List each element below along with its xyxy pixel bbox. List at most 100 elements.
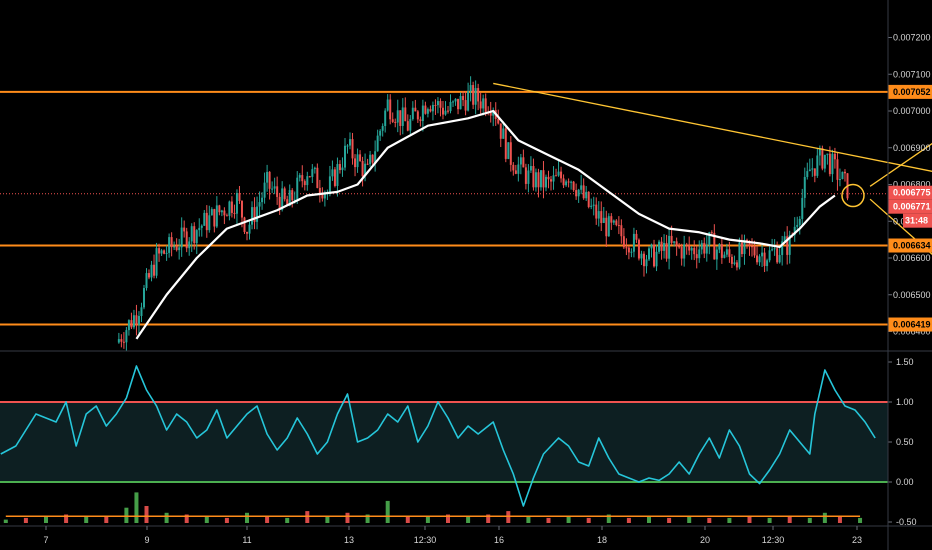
volume-bar	[647, 516, 651, 523]
candle-body	[683, 244, 686, 259]
candle-body	[391, 119, 394, 122]
candle-body	[137, 315, 140, 325]
projection-arrow-line[interactable]	[869, 198, 932, 324]
candle-body	[271, 188, 274, 190]
candle-body	[328, 176, 331, 193]
candle-body	[499, 123, 502, 139]
candle-body	[658, 241, 661, 252]
candle-body	[117, 339, 120, 343]
candle-body	[379, 130, 382, 136]
volume-bar	[134, 492, 139, 523]
price-pane[interactable]	[0, 76, 932, 351]
time-axis[interactable]: 7 9 11 13 12:30 16 18 20 12:30 23	[43, 526, 862, 545]
candle-body	[228, 201, 231, 216]
candle-body	[148, 273, 151, 278]
candle-body	[783, 236, 786, 242]
candle-body	[512, 164, 515, 171]
candle-body	[763, 252, 766, 267]
highlight-circle[interactable]	[841, 183, 865, 208]
candle-body	[813, 168, 816, 176]
level-price-tag	[888, 84, 932, 99]
candle-body	[748, 240, 751, 247]
candle-body	[346, 145, 349, 147]
candle-body	[816, 155, 819, 176]
volume-bar	[425, 516, 430, 523]
price-axis[interactable]: 0.007200 0.007100 0.007000 0.006900 0.006800…	[888, 33, 932, 337]
candle-body	[803, 176, 806, 198]
candle-body	[248, 224, 251, 234]
candle-body	[529, 166, 532, 171]
time-tick-label: 7	[43, 535, 48, 545]
volume-bar	[606, 514, 611, 523]
candle-body	[745, 239, 748, 241]
oscillator-pane[interactable]	[0, 365, 888, 523]
candle-body	[705, 244, 708, 254]
candle-body	[439, 101, 442, 108]
candle-body	[447, 110, 449, 112]
candle-body	[821, 148, 824, 169]
candle-body	[263, 182, 266, 198]
candle-body	[369, 154, 372, 165]
level-price-tag	[888, 317, 932, 332]
candle-body	[665, 242, 668, 259]
candle-body	[359, 154, 362, 161]
candle-body	[200, 225, 203, 228]
candle-body	[188, 241, 191, 249]
volume-bar	[486, 514, 491, 523]
candle-body	[542, 170, 545, 188]
volume-bar	[124, 507, 129, 523]
volume-bar	[325, 516, 330, 523]
oscillator-axis[interactable]: 1.50 1.00 0.50 0.00 -0.50	[888, 357, 917, 527]
candle-body	[396, 110, 399, 123]
candle-body	[653, 244, 656, 267]
candle-body	[532, 166, 535, 188]
candle-body	[615, 220, 618, 226]
candle-body	[841, 171, 844, 180]
candle-body	[268, 171, 271, 189]
candle-body	[150, 264, 153, 278]
candle-body	[740, 242, 743, 255]
candle-body	[806, 171, 809, 177]
candle-body	[158, 248, 161, 254]
candle-body	[838, 179, 841, 181]
volume-bar	[466, 516, 471, 523]
projection-arrow-line[interactable]	[869, 96, 932, 187]
bar-countdown-tag	[903, 213, 932, 228]
candle-body	[411, 107, 414, 120]
moving-average-line[interactable]	[135, 109, 836, 340]
candle-body	[343, 145, 346, 168]
candle-body	[190, 226, 193, 242]
candle-body	[426, 109, 429, 114]
candle-body	[590, 205, 593, 207]
time-tick-label: 12:30	[762, 535, 785, 545]
candle-body	[183, 227, 186, 232]
candle-body	[321, 193, 324, 199]
volume-bar	[506, 511, 511, 523]
candle-body	[409, 119, 412, 131]
volume-bar	[807, 517, 812, 523]
candle-body	[771, 249, 774, 251]
candle-body	[414, 107, 417, 112]
candle-body	[567, 181, 570, 183]
candle-body	[592, 204, 595, 206]
candle-body	[607, 216, 610, 237]
candle-body	[303, 181, 306, 186]
descending-trendline[interactable]	[493, 82, 932, 326]
candle-body	[625, 247, 628, 249]
volume-bar	[365, 514, 370, 523]
candle-body	[333, 169, 336, 186]
candle-body	[693, 248, 696, 255]
candle-body	[751, 246, 754, 248]
oscillator-line[interactable]	[0, 365, 876, 507]
candle-body	[798, 218, 801, 226]
candle-body	[602, 217, 605, 223]
candle-body	[675, 241, 678, 247]
candle-body	[831, 153, 834, 175]
candle-body	[306, 176, 309, 186]
candle-body	[474, 88, 477, 105]
volume-bar	[446, 514, 450, 523]
candle-body	[374, 151, 377, 163]
candle-body	[497, 118, 500, 124]
candle-body	[256, 206, 259, 222]
